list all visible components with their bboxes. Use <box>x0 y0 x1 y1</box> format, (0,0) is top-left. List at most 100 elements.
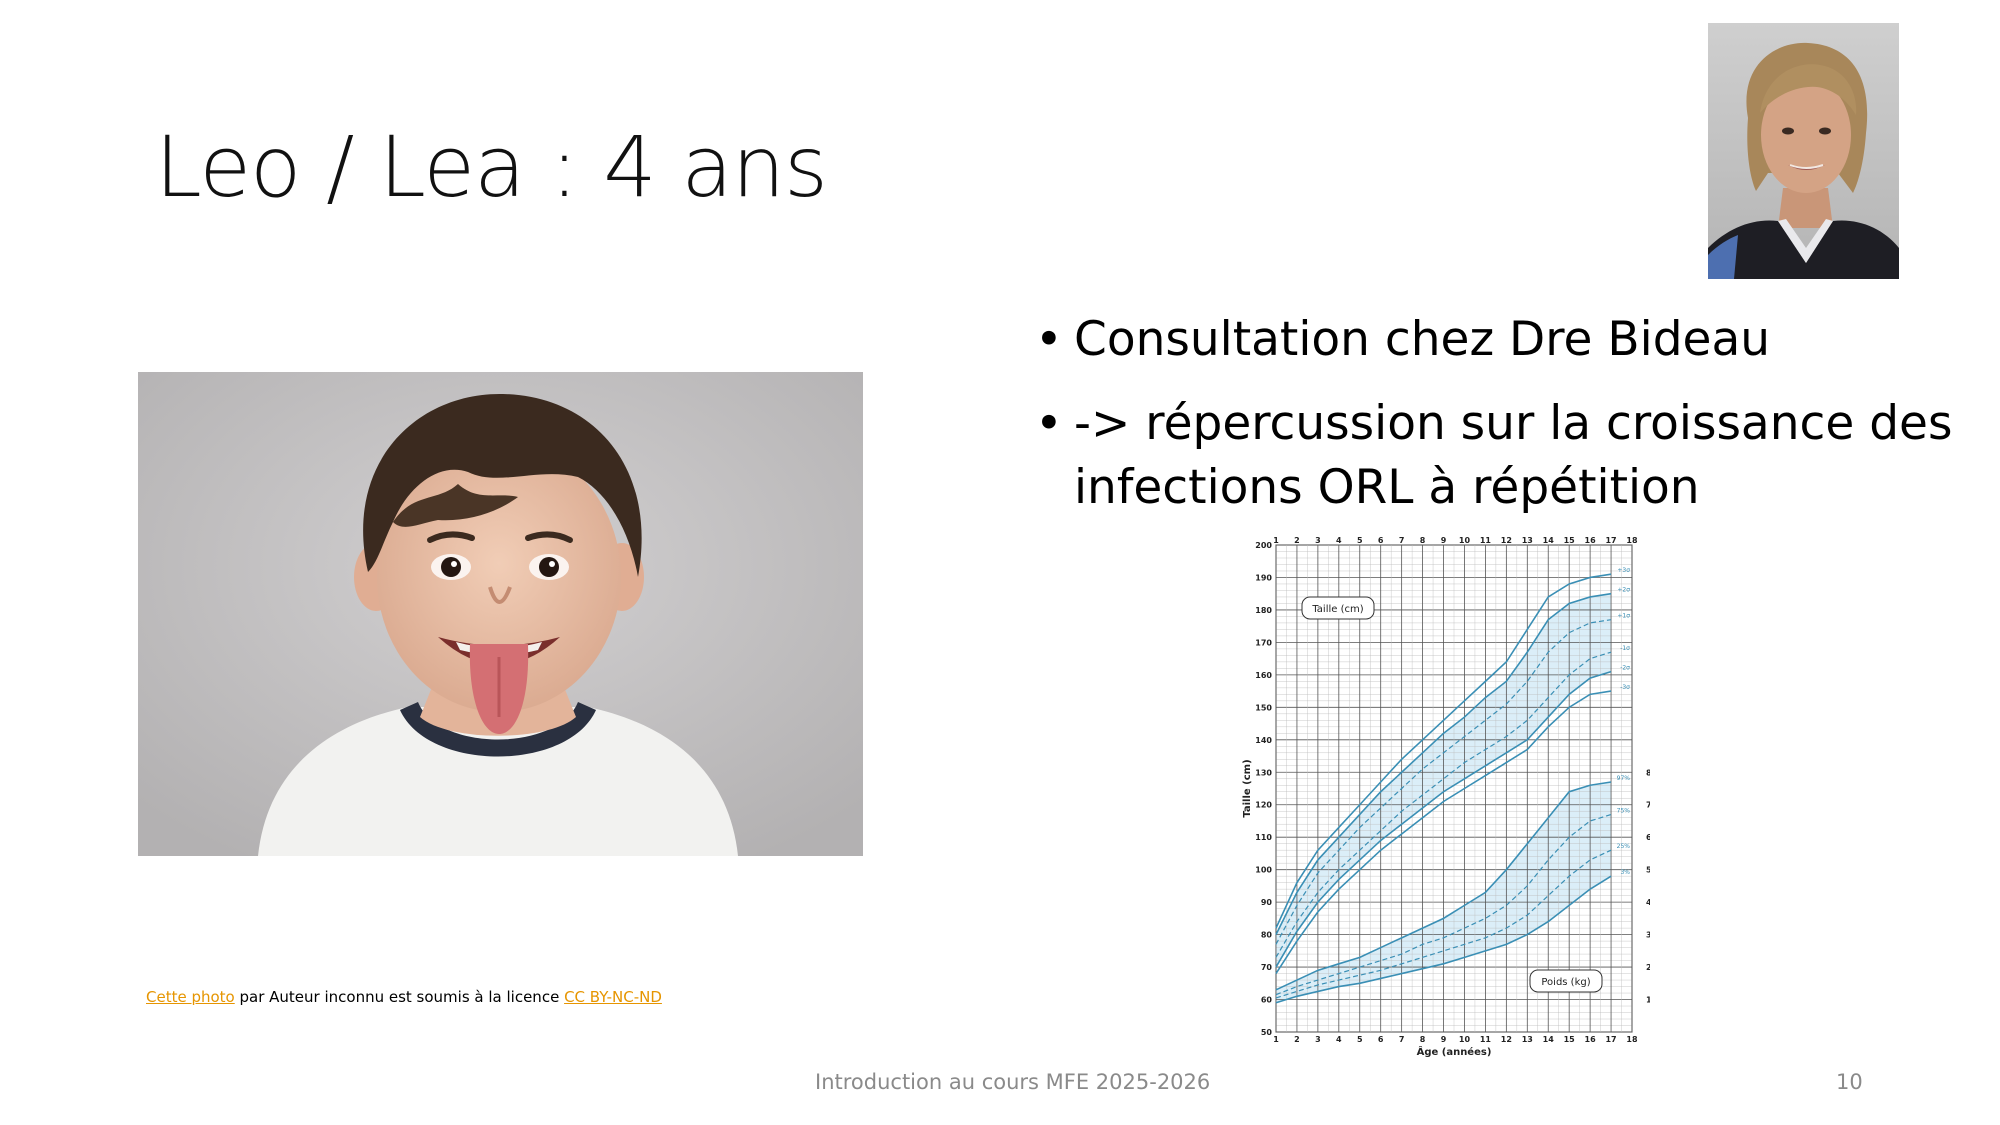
x-tick-label-top: 16 <box>1585 536 1597 545</box>
height-curve <box>1275 670 1612 968</box>
bullet-text: -> répercussion sur la croissance des in… <box>1074 396 1953 515</box>
y-tick-label-left: 150 <box>1255 703 1272 712</box>
weight-series-label: 25% <box>1617 843 1631 850</box>
x-tick-label-top: 4 <box>1336 536 1342 545</box>
y-tick-label-left: 180 <box>1255 606 1272 615</box>
y-tick-label-right: 50 <box>1646 866 1650 875</box>
footer-text: Introduction au cours MFE 2025-2026 <box>815 1070 1211 1094</box>
x-tick-label: 9 <box>1441 1035 1447 1044</box>
weight-series-label: 75% <box>1617 807 1631 814</box>
weight-series-label: 3% <box>1620 869 1630 876</box>
x-tick-label: 2 <box>1294 1035 1300 1044</box>
y-tick-label-right: 70 <box>1646 801 1650 810</box>
bullet-text: Consultation chez Dre Bideau <box>1074 312 1771 367</box>
y-tick-label-left: 130 <box>1255 768 1272 777</box>
bullet-dot: • <box>1035 396 1063 451</box>
height-series-label: +1σ <box>1617 613 1630 620</box>
x-tick-label-top: 8 <box>1420 536 1426 545</box>
x-tick-label-top: 15 <box>1564 536 1576 545</box>
bullet-item: • -> répercussion sur la croissance des … <box>1035 392 1955 520</box>
x-tick-label: 3 <box>1315 1035 1321 1044</box>
y-tick-label-left: 90 <box>1261 898 1273 907</box>
weight-chart-label-box <box>1529 969 1603 993</box>
x-tick-label: 8 <box>1420 1035 1426 1044</box>
height-curve <box>1275 619 1612 945</box>
height-chart-label: Taille (cm) <box>1311 604 1363 615</box>
credit-text: par Auteur inconnu est soumis à la licen… <box>234 988 565 1006</box>
height-series-label: -2σ <box>1620 665 1630 672</box>
doctor-portrait-illustration <box>1708 23 1899 279</box>
x-tick-label-top: 9 <box>1441 536 1447 545</box>
y-tick-label-right: 10 <box>1646 996 1650 1005</box>
weight-curve <box>1275 781 1612 991</box>
y-tick-label-right: 30 <box>1646 931 1650 940</box>
weight-curve <box>1275 849 1612 999</box>
y-tick-label-left: 120 <box>1255 801 1272 810</box>
y-tick-label-right: 20 <box>1646 963 1650 972</box>
height-series-label: +2σ <box>1617 587 1630 594</box>
weight-series-label: 97% <box>1617 775 1631 782</box>
x-tick-label: 12 <box>1501 1035 1512 1044</box>
photo-credit: Cette photo par Auteur inconnu est soumi… <box>146 988 662 1006</box>
x-tick-label-top: 5 <box>1357 536 1363 545</box>
x-tick-label: 14 <box>1543 1035 1555 1044</box>
x-tick-label: 7 <box>1399 1035 1405 1044</box>
x-tick-label: 16 <box>1585 1035 1597 1044</box>
height-curve <box>1275 573 1612 929</box>
x-tick-label-top: 11 <box>1480 536 1492 545</box>
height-series-label: +3σ <box>1617 567 1630 574</box>
growth-chart: +3σ +2σ +1σ -1σ -2σ -3σ 97% 75% 25% 3% 1 1 2 2 3 3 4 4 5 5 6… <box>1240 535 1658 1065</box>
y-axis-label: Taille (cm) <box>1242 759 1253 817</box>
bullet-list: • Consultation chez Dre Bideau • -> répe… <box>1035 308 1955 540</box>
x-tick-label-top: 13 <box>1522 536 1533 545</box>
x-tick-label-top: 6 <box>1378 536 1384 545</box>
x-tick-label: 10 <box>1459 1035 1471 1044</box>
license-link[interactable]: CC BY-NC-ND <box>564 988 662 1006</box>
weight-chart-label: Poids (kg) <box>1541 977 1590 988</box>
y-tick-label-left: 170 <box>1255 638 1272 647</box>
growth-chart-svg: +3σ+2σ+1σ-1σ-2σ-3σ97%75%25%3%11223344556… <box>1242 536 1658 1058</box>
y-tick-label-left: 200 <box>1255 541 1272 550</box>
x-tick-label-top: 10 <box>1459 536 1471 545</box>
y-tick-label-right: 40 <box>1646 898 1650 907</box>
x-tick-label-top: 18 <box>1626 536 1638 545</box>
x-tick-label: 4 <box>1336 1035 1342 1044</box>
child-photo <box>138 372 863 856</box>
x-tick-label: 17 <box>1605 1035 1616 1044</box>
height-chart-label-box <box>1301 596 1375 620</box>
y-tick-label-left: 110 <box>1255 833 1272 842</box>
y-tick-label-left: 60 <box>1261 996 1273 1005</box>
height-series-label: -1σ <box>1620 645 1630 652</box>
y-tick-label-right: 60 <box>1646 833 1650 842</box>
weight-curve <box>1275 813 1612 996</box>
x-tick-label: 13 <box>1522 1035 1533 1044</box>
bullet-item: • Consultation chez Dre Bideau <box>1035 308 1955 372</box>
y-tick-label-left: 100 <box>1255 866 1272 875</box>
y-tick-label-left: 50 <box>1261 1028 1273 1037</box>
x-tick-label-top: 2 <box>1294 536 1300 545</box>
x-tick-label: 11 <box>1480 1035 1492 1044</box>
x-tick-label-top: 7 <box>1399 536 1405 545</box>
height-curve <box>1275 651 1612 958</box>
y-tick-label-right: 80 <box>1646 768 1650 777</box>
bullet-dot: • <box>1035 312 1063 367</box>
doctor-portrait-photo <box>1708 23 1899 279</box>
x-axis-label: Âge (années) <box>1417 1045 1492 1058</box>
x-tick-label-top: 3 <box>1315 536 1321 545</box>
x-tick-label-top: 1 <box>1273 536 1279 545</box>
height-curve <box>1275 690 1612 974</box>
child-photo-illustration <box>138 372 863 856</box>
y-tick-label-left: 80 <box>1261 931 1273 940</box>
y-tick-label-left: 160 <box>1255 671 1272 680</box>
height-curve <box>1275 592 1612 935</box>
page-number: 10 <box>1836 1070 1863 1094</box>
x-tick-label: 6 <box>1378 1035 1384 1044</box>
x-tick-label-top: 12 <box>1501 536 1512 545</box>
photo-link[interactable]: Cette photo <box>146 988 235 1006</box>
y-tick-label-left: 190 <box>1255 573 1272 582</box>
y-tick-label-left: 70 <box>1261 963 1273 972</box>
weight-curve <box>1275 875 1612 1004</box>
x-tick-label-top: 17 <box>1605 536 1616 545</box>
slide-title: Leo / Lea : 4 ans <box>155 118 828 216</box>
